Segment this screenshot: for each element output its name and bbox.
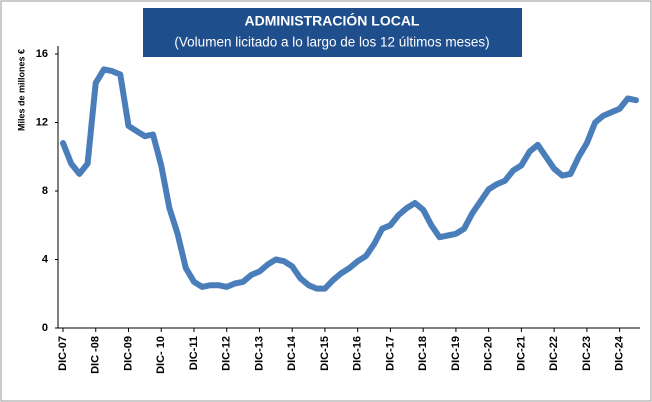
x-tick-label: DIC-14 (286, 335, 298, 371)
y-tick-label: 12 (36, 116, 48, 128)
chart-title: ADMINISTRACIÓN LOCAL (245, 12, 420, 29)
x-tick-label: DIC-18 (417, 336, 429, 371)
chart-subtitle: (Volumen licitado a lo largo de los 12 ú… (174, 35, 489, 50)
x-tick-label: DIC-24 (614, 335, 626, 371)
x-tick-label: DIC-09 (122, 336, 134, 371)
x-tick-label: DIC-15 (319, 336, 331, 371)
x-tick-label: DIC-20 (483, 336, 495, 371)
x-tick-label: DIC-19 (450, 336, 462, 371)
x-tick-label: DIC-17 (384, 336, 396, 371)
y-tick-label: 4 (42, 253, 49, 265)
x-tick-label: DIC- 10 (155, 336, 167, 374)
x-tick-label: DIC-13 (253, 336, 265, 371)
y-tick-label: 16 (36, 48, 48, 60)
x-tick-label: DIC-21 (515, 336, 527, 371)
x-tick-label: DIC-11 (188, 336, 200, 370)
y-axis-label: Miles de millones € (16, 49, 26, 131)
title-box (143, 8, 522, 57)
x-tick-label: DIC-12 (221, 336, 233, 371)
y-tick-label: 0 (42, 322, 48, 334)
x-tick-label: DIC-22 (548, 336, 560, 371)
x-tick-label: DIC-23 (581, 336, 593, 371)
y-tick-label: 8 (42, 185, 48, 197)
x-tick-label: DIC-16 (352, 336, 364, 371)
line-series (60, 66, 639, 292)
x-tick-label: DIC-07 (57, 336, 69, 371)
x-tick-label: DIC -08 (90, 336, 102, 374)
